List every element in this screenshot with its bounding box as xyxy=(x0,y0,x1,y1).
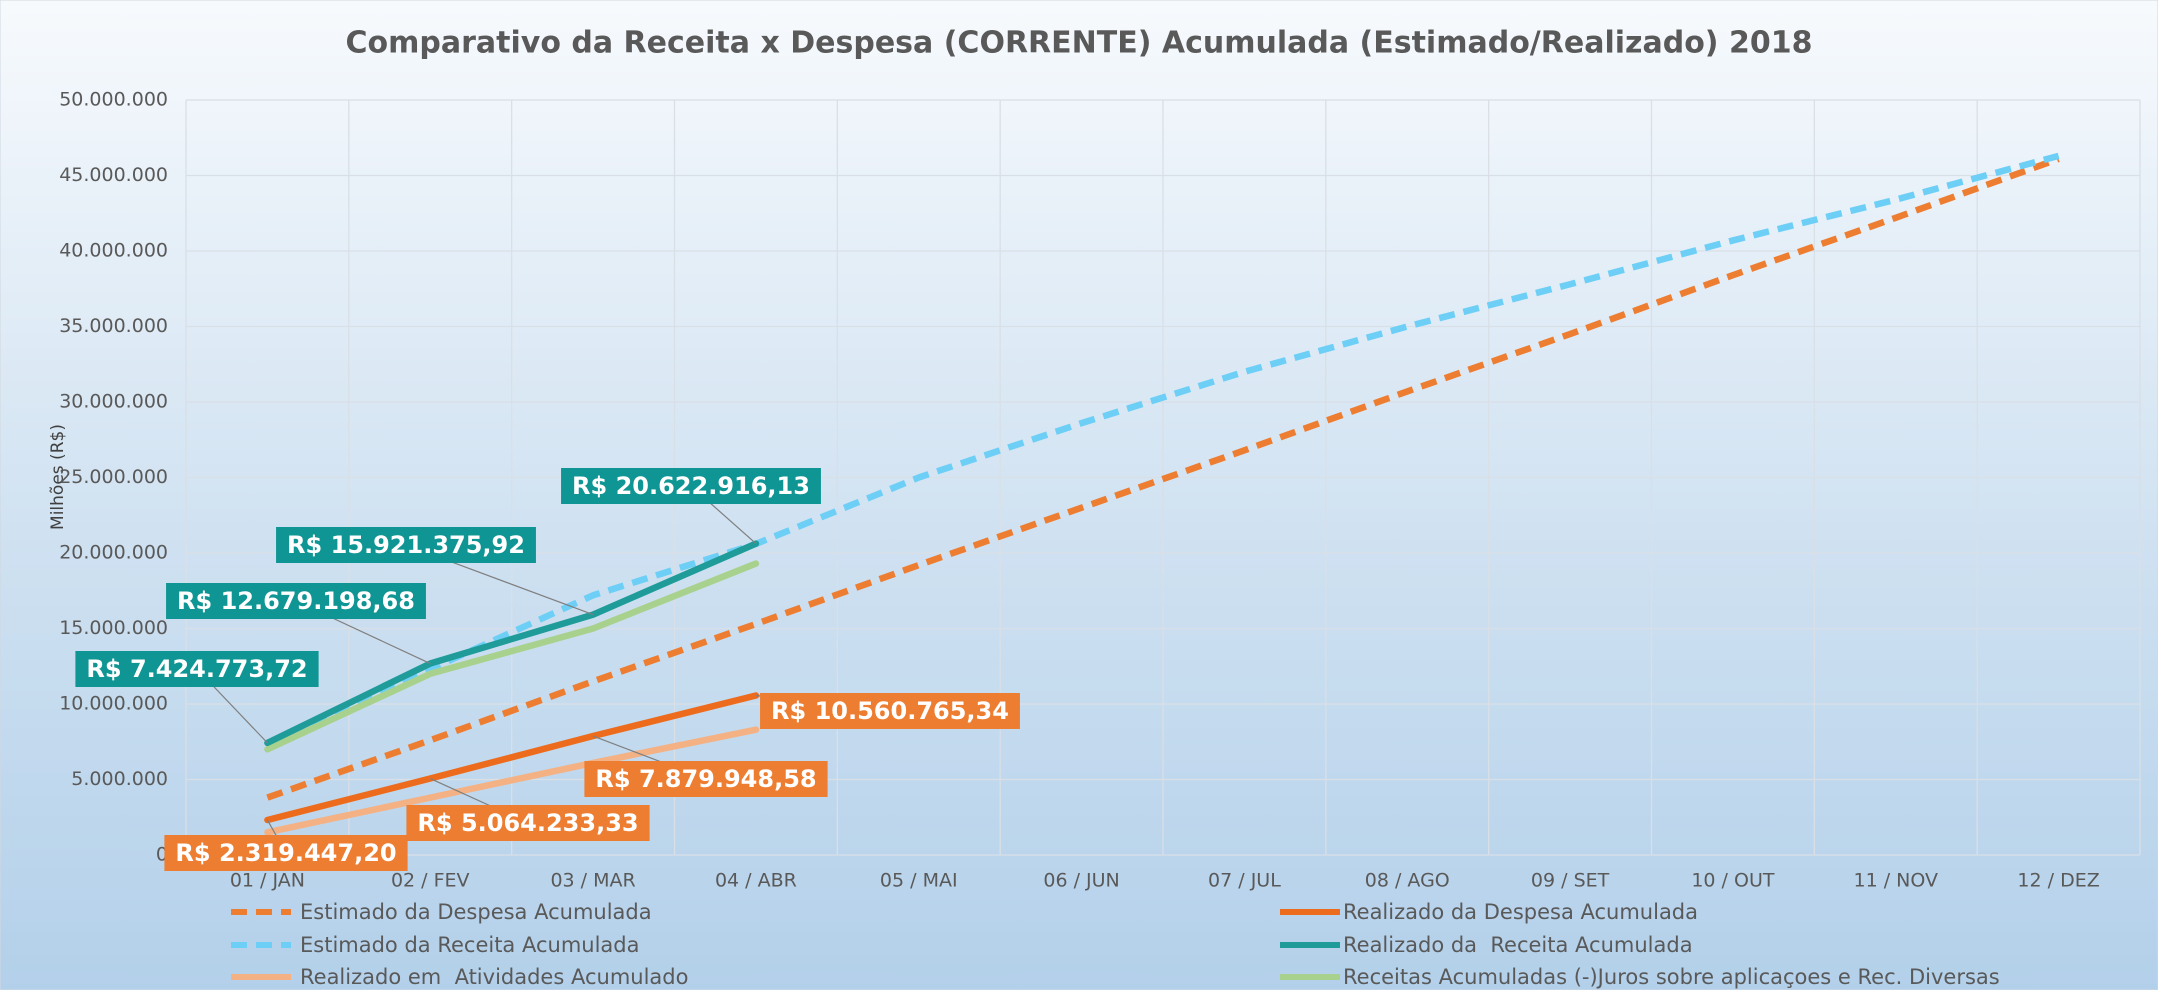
data-label: R$ 5.064.233,33 xyxy=(406,805,650,841)
data-label-text: R$ 12.679.198,68 xyxy=(177,587,415,615)
x-tick-label: 10 / OUT xyxy=(1691,870,1775,892)
y-tick-label: 30.000.000 xyxy=(59,391,168,413)
data-label-text: R$ 5.064.233,33 xyxy=(417,809,638,837)
x-tick-label: 05 / MAI xyxy=(880,870,958,892)
legend-label: Estimado da Receita Acumulada xyxy=(300,933,640,957)
series-line xyxy=(264,560,760,753)
x-tick-label: 09 / SET xyxy=(1531,870,1610,892)
data-label-text: R$ 7.424.773,72 xyxy=(86,655,307,683)
legend-label: Realizado da Despesa Acumulada xyxy=(1343,900,1698,924)
data-label: R$ 20.622.916,13 xyxy=(561,468,821,504)
y-tick-label: 35.000.000 xyxy=(59,315,168,337)
data-label-box xyxy=(75,651,319,687)
x-tick-label: 06 / JUN xyxy=(1043,870,1119,892)
y-tick-label: 40.000.000 xyxy=(59,240,168,262)
data-label: R$ 2.319.447,20 xyxy=(164,835,408,871)
data-label-text: R$ 7.879.948,58 xyxy=(595,765,816,793)
chart-title: Comparativo da Receita x Despesa (CORREN… xyxy=(346,26,1813,61)
data-label-box xyxy=(584,761,828,797)
data-label-box xyxy=(166,583,426,619)
legend-label: Receitas Acumuladas (-)Juros sobre aplic… xyxy=(1343,965,2000,989)
y-tick-label: 45.000.000 xyxy=(59,164,168,186)
data-label: R$ 7.424.773,72 xyxy=(75,651,319,687)
x-tick-label: 04 / ABR xyxy=(715,870,797,892)
data-label: R$ 15.921.375,92 xyxy=(276,527,536,563)
y-tick-label: 25.000.000 xyxy=(59,466,168,488)
series-line xyxy=(266,152,2060,750)
data-label-box xyxy=(760,693,1020,729)
series-line xyxy=(264,540,760,747)
x-tick-label: 08 / AGO xyxy=(1365,870,1450,892)
data-label-box xyxy=(561,468,821,504)
data-label-text: R$ 10.560.765,34 xyxy=(771,697,1009,725)
data-label-text: R$ 15.921.375,92 xyxy=(287,531,525,559)
data-label-box xyxy=(276,527,536,563)
data-label-box xyxy=(164,835,408,871)
y-tick-label: 15.000.000 xyxy=(59,617,168,639)
data-label-text: R$ 20.622.916,13 xyxy=(572,472,810,500)
series-line xyxy=(264,692,760,824)
legend-label: Realizado da Receita Acumulada xyxy=(1343,933,1693,957)
y-tick-label: 20.000.000 xyxy=(59,542,168,564)
x-tick-label: 03 / MAR xyxy=(550,870,635,892)
x-tick-label: 07 / JUL xyxy=(1208,870,1281,892)
series-line xyxy=(264,726,760,836)
data-label: R$ 10.560.765,34 xyxy=(760,693,1020,729)
legend-label: Estimado da Despesa Acumulada xyxy=(300,900,652,924)
y-axis-label: Milhões (R$) xyxy=(48,424,68,530)
data-label: R$ 7.879.948,58 xyxy=(584,761,828,797)
x-tick-label: 11 / NOV xyxy=(1854,870,1939,892)
series-line xyxy=(266,155,2060,801)
data-label-text: R$ 2.319.447,20 xyxy=(175,839,396,867)
legend-label: Realizado em Atividades Acumulado xyxy=(300,965,688,989)
x-tick-label: 01 / JAN xyxy=(230,870,305,892)
y-tick-label: 5.000.000 xyxy=(71,768,168,790)
x-tick-label: 12 / DEZ xyxy=(2017,870,2099,892)
y-tick-label: 10.000.000 xyxy=(59,693,168,715)
data-label-box xyxy=(406,805,650,841)
data-label: R$ 12.679.198,68 xyxy=(166,583,426,619)
y-tick-label: 50.000.000 xyxy=(59,89,168,111)
x-tick-label: 02 / FEV xyxy=(391,870,470,892)
